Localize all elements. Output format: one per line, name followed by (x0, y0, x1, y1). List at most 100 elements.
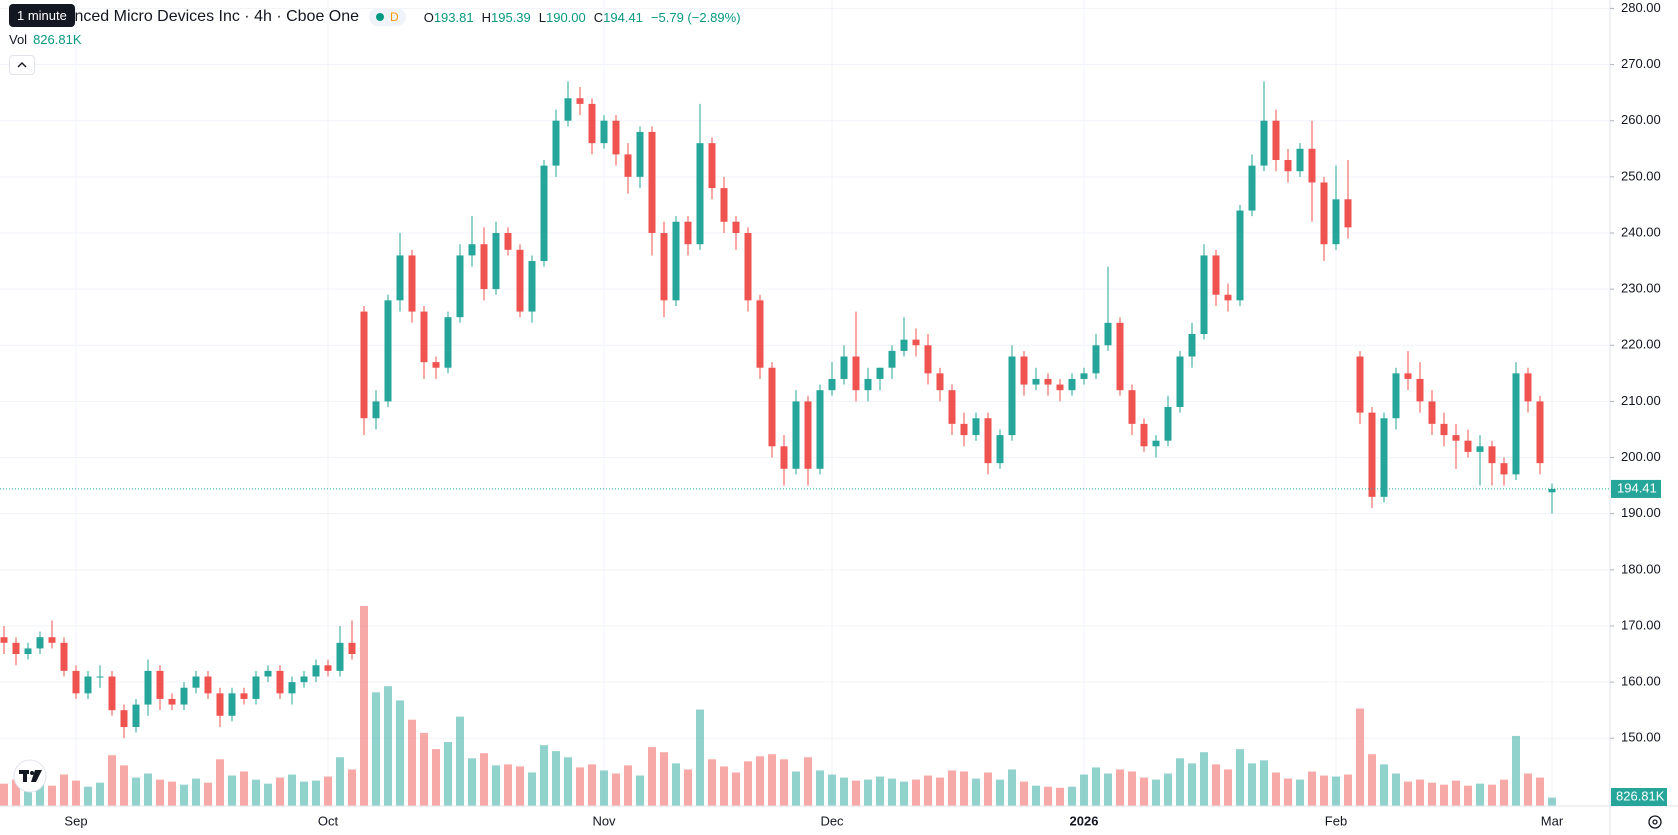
status-badge[interactable]: D (369, 8, 406, 26)
x-tick-label: Sep (64, 813, 87, 828)
legend-value: 190.00 (545, 9, 586, 25)
volume-bar (1032, 785, 1040, 806)
candle-body (324, 665, 332, 671)
candle-body (1176, 356, 1184, 408)
candle-body (12, 642, 20, 655)
candle-body (360, 311, 368, 419)
volume-bar (276, 777, 284, 806)
legend-header: Advanced Micro Devices Inc · 4h · Cboe O… (38, 6, 741, 28)
volume-bar (300, 781, 308, 806)
candle-body (1188, 334, 1196, 357)
candle-body (708, 143, 716, 189)
volume-bar (24, 787, 32, 806)
volume-bar (288, 774, 296, 806)
candle-body (1224, 294, 1232, 301)
candle-body (1416, 378, 1424, 402)
volume-bar (960, 771, 968, 806)
volume-axis-label: 826.81K (1616, 788, 1665, 803)
volume-bar (1200, 752, 1208, 806)
volume-bar (636, 775, 644, 806)
volume-bar (672, 763, 680, 806)
y-tick-label: 170.00 (1621, 617, 1661, 632)
volume-bar (264, 783, 272, 806)
candle-body (876, 367, 884, 379)
candle-body (1236, 210, 1244, 301)
candle-body (72, 670, 80, 694)
y-tick-label: 240.00 (1621, 224, 1661, 239)
volume-bar (396, 700, 404, 806)
candle-body (768, 367, 776, 447)
volume-bar (1212, 764, 1220, 806)
volume-bar (1416, 779, 1424, 806)
volume-bar (900, 781, 908, 806)
candle-body (1512, 373, 1520, 475)
price-pane (0, 81, 1556, 739)
candle-body (948, 390, 956, 424)
volume-pane (0, 606, 1556, 806)
volume-bar (1008, 769, 1016, 806)
volume-bar (660, 752, 668, 806)
volume-bar (612, 773, 620, 806)
volume-bar (780, 759, 788, 806)
candle-body (792, 401, 800, 469)
candle-body (84, 676, 92, 694)
tooltip: 1 minute (9, 4, 75, 27)
volume-bar (180, 784, 188, 806)
candle-body (396, 255, 404, 301)
change-label: −5.79 (−2.89%) (650, 9, 741, 25)
volume-bar (336, 757, 344, 806)
candle-body (1044, 378, 1052, 385)
volume-bar (1392, 773, 1400, 806)
volume-bar (684, 769, 692, 806)
volume-bar (600, 770, 608, 806)
volume-bar (72, 780, 80, 806)
candle-body (1380, 418, 1388, 497)
symbol-title[interactable]: Advanced Micro Devices Inc · 4h · Cboe O… (38, 8, 360, 25)
legend-label: O (423, 9, 434, 25)
price-label: 194.41 (1617, 480, 1657, 495)
candle-body (648, 131, 656, 233)
candle-body (336, 642, 344, 671)
candle-body (696, 143, 704, 245)
candle-body (924, 345, 932, 374)
candle-body (1140, 423, 1148, 447)
legend-value: 195.39 (490, 9, 531, 25)
volume-bar (432, 749, 440, 806)
volume-bar (1308, 771, 1316, 806)
candle-body (1068, 378, 1076, 391)
volume-bar (204, 782, 212, 806)
candle-body (636, 131, 644, 177)
candle-body (1536, 401, 1544, 464)
candle-body (744, 232, 752, 301)
candle-body (1524, 373, 1532, 402)
volume-bar (720, 766, 728, 806)
candle-body (468, 244, 476, 256)
volume-bar (948, 770, 956, 806)
volume-bar (1272, 772, 1280, 806)
candle-body (540, 165, 548, 262)
candle-body (1548, 488, 1556, 493)
volume-bar (1296, 779, 1304, 806)
candle-body (1104, 322, 1112, 346)
x-tick-label: Nov (592, 813, 616, 828)
candle-body (996, 435, 1004, 464)
candle-body (432, 362, 440, 368)
collapse-button[interactable] (9, 55, 35, 75)
grid (0, 0, 1610, 806)
candle-body (1200, 255, 1208, 335)
candle-body (1212, 255, 1220, 295)
volume-bar (828, 774, 836, 806)
interval-badge: D (390, 10, 399, 24)
volume-bar (1224, 769, 1232, 806)
legend-value: 193.81 (433, 9, 474, 25)
candle-body (228, 693, 236, 716)
volume-bar (1548, 797, 1556, 806)
settings-button[interactable] (1648, 815, 1662, 829)
volume-bar (1488, 784, 1496, 806)
volume-bar (1176, 758, 1184, 806)
volume-bar (456, 716, 464, 806)
candle-body (600, 120, 608, 144)
candle-body (660, 232, 668, 301)
volume-bar (1452, 780, 1460, 806)
candle-body (108, 676, 116, 711)
